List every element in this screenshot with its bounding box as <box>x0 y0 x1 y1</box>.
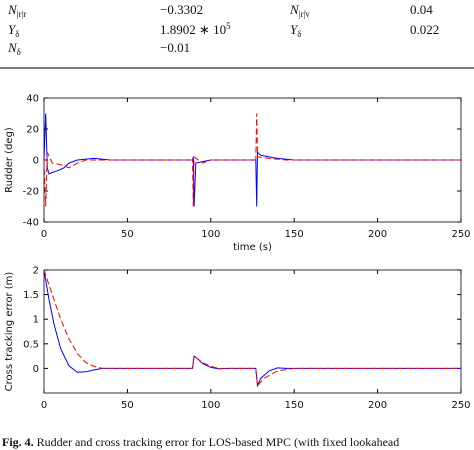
x-axis-label: time (s) <box>233 242 272 253</box>
symbol: Y <box>290 22 299 37</box>
chart: 0 50 100 150 200 250 0 0.5 1 1.5 2 Cross tracking e… <box>4 266 471 412</box>
table-cell: 0.04 <box>410 2 433 17</box>
y-tick-label: 2 <box>33 266 39 277</box>
y-tick-label: 0 <box>33 364 39 375</box>
table-cell: N|r|r <box>7 2 26 19</box>
table-cell: −0.3302 <box>160 2 203 17</box>
subscript: |r|r <box>17 9 27 19</box>
y-axis-label: Cross tracking error (m) <box>4 272 15 392</box>
caption-label: Fig. 4. <box>2 435 34 449</box>
symbol: N <box>7 2 18 17</box>
x-tick-label: 150 <box>285 400 304 411</box>
mantissa: 1.8902 ∗ 10 <box>160 22 226 37</box>
symbol: N <box>7 40 18 55</box>
x-tick-label: 250 <box>451 229 470 240</box>
subscript: δ <box>17 47 21 57</box>
x-tick-label: 200 <box>368 229 387 240</box>
y-tick-label: 40 <box>26 94 39 105</box>
caption: Fig. 4. Rudder and cross tracking error … <box>2 435 399 449</box>
y-tick-label: 1 <box>33 315 39 326</box>
y-axis-label: Rudder (deg) <box>4 127 15 193</box>
caption-text: Rudder and cross tracking error for LOS-… <box>37 435 400 449</box>
symbol: N <box>289 2 300 17</box>
table-cell: 0.022 <box>410 22 439 37</box>
x-tick-label: 50 <box>121 400 134 411</box>
x-tick-label: 50 <box>121 229 134 240</box>
table-cell: N|r|v <box>289 2 310 19</box>
y-tick-label: -40 <box>23 218 39 229</box>
series-line <box>43 113 461 207</box>
table-cell: 1.8902 ∗ 105 <box>160 21 231 37</box>
table-cell: Nδ <box>7 40 21 57</box>
subscript: δ <box>297 29 301 39</box>
y-tick-label: 20 <box>26 125 39 136</box>
subscript: |r|v <box>299 9 311 19</box>
x-tick-label: 100 <box>201 400 220 411</box>
plot-frame <box>43 269 462 394</box>
x-tick-label: 0 <box>41 229 47 240</box>
x-tick-label: 100 <box>201 229 220 240</box>
table-cell: Yδ <box>290 22 301 39</box>
series-line <box>43 113 461 207</box>
chart: 0 50 100 150 200 250 -40 -20 0 20 40 time (s) Rudder… <box>4 94 471 254</box>
x-tick-label: 0 <box>41 400 47 411</box>
series-line <box>43 269 461 387</box>
x-tick-label: 250 <box>451 400 470 411</box>
exponent: 5 <box>226 21 231 31</box>
subscript: δ <box>15 29 19 39</box>
y-tick-label: -20 <box>23 187 39 198</box>
y-tick-label: 0 <box>33 156 39 167</box>
x-tick-label: 200 <box>368 400 387 411</box>
x-tick-label: 150 <box>285 229 304 240</box>
table-cell: −0.01 <box>160 40 190 55</box>
y-tick-label: 0.5 <box>23 339 39 350</box>
symbol: Y <box>8 22 17 37</box>
table-cell: Yδ <box>8 22 19 39</box>
y-tick-label: 1.5 <box>23 290 39 301</box>
